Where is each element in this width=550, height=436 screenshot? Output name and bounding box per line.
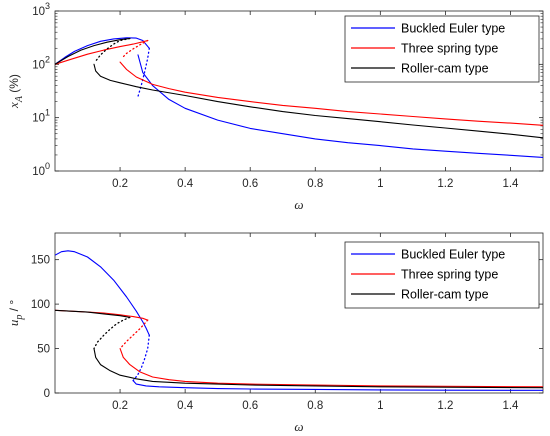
- y-tick-label: 100: [31, 299, 50, 311]
- legend-label: Three spring type: [401, 268, 498, 282]
- series-line-three-spring-type-solid: [119, 348, 543, 388]
- legend-label: Three spring type: [401, 42, 498, 56]
- legend: Buckled Euler type Three spring type Rolle…: [344, 15, 540, 83]
- y-tick-label: 100: [32, 161, 50, 178]
- series-line-three-spring-type-dotted: [121, 319, 149, 348]
- x-tick-label: 0.4: [177, 178, 194, 190]
- x-tick-label: 1.4: [502, 400, 519, 412]
- legend-label: Buckled Euler type: [401, 22, 505, 36]
- x-tick-label: 0.4: [177, 400, 194, 412]
- legend: Buckled Euler type Three spring type Rolle…: [344, 241, 540, 309]
- series-line-roller-cam-type-solid: [93, 348, 543, 389]
- legend-label: Roller-cam type: [401, 288, 489, 302]
- x-tick-label: 0.2: [112, 178, 128, 190]
- series-line-buckled-euler-type-solid: [132, 380, 543, 391]
- x-axis-label: ω: [294, 419, 303, 434]
- series-line-three-spring-type-dotted: [121, 39, 149, 59]
- series-line-roller-cam-type-dotted: [93, 316, 131, 350]
- series-line-roller-cam-type-dotted: [95, 37, 131, 62]
- top-chart-panel: 0.2 0.4 0.6 0.8 1 1.2 1.4 100 101 102 103 ω xA (%) Bu…: [6, 1, 544, 212]
- legend-label: Buckled Euler type: [401, 248, 505, 262]
- y-tick-label: 101: [32, 108, 50, 125]
- series-line-buckled-euler-type-solid: [55, 37, 150, 65]
- bottom-chart-panel: 0.2 0.4 0.6 0.8 1 1.2 1.4 0 50 100 150 ω up / ° Buckl…: [6, 232, 544, 434]
- legend-label: Roller-cam type: [401, 62, 489, 76]
- series-line-roller-cam-type-solid: [55, 37, 131, 65]
- y-tick-label: 0: [44, 388, 50, 400]
- series-line-buckled-euler-type-solid: [137, 54, 543, 158]
- x-tick-label: 1.4: [502, 178, 519, 190]
- series-line-three-spring-type-solid: [55, 39, 149, 65]
- y-tick-label: 102: [32, 54, 50, 71]
- x-tick-label: 0.2: [112, 400, 128, 412]
- y-tick-label: 150: [31, 255, 50, 267]
- y-tick-label: 103: [32, 1, 50, 18]
- y-axis-label: xA (%): [6, 74, 25, 109]
- series-line-roller-cam-type-solid: [55, 309, 131, 318]
- x-tick-label: 1.2: [437, 400, 453, 412]
- legend-box: [344, 15, 540, 83]
- x-tick-label: 1.2: [437, 178, 453, 190]
- x-tick-label: 1: [377, 178, 383, 190]
- x-tick-label: 0.6: [242, 400, 258, 412]
- y-tick-label: 50: [37, 344, 50, 356]
- series-line-buckled-euler-type-dotted: [132, 334, 150, 382]
- x-tick-label: 0.6: [242, 178, 258, 190]
- y-axis-label: up / °: [6, 300, 25, 327]
- series-line-roller-cam-type-solid: [93, 63, 543, 139]
- x-tick-label: 1: [377, 400, 383, 412]
- series-line-buckled-euler-type-dotted: [137, 47, 150, 98]
- x-tick-label: 0.8: [307, 400, 323, 412]
- series-line-three-spring-type-solid: [119, 61, 543, 126]
- x-tick-label: 0.8: [307, 178, 323, 190]
- legend-box: [344, 241, 540, 309]
- x-axis-label: ω: [294, 197, 303, 212]
- series-line-buckled-euler-type-solid: [55, 250, 150, 336]
